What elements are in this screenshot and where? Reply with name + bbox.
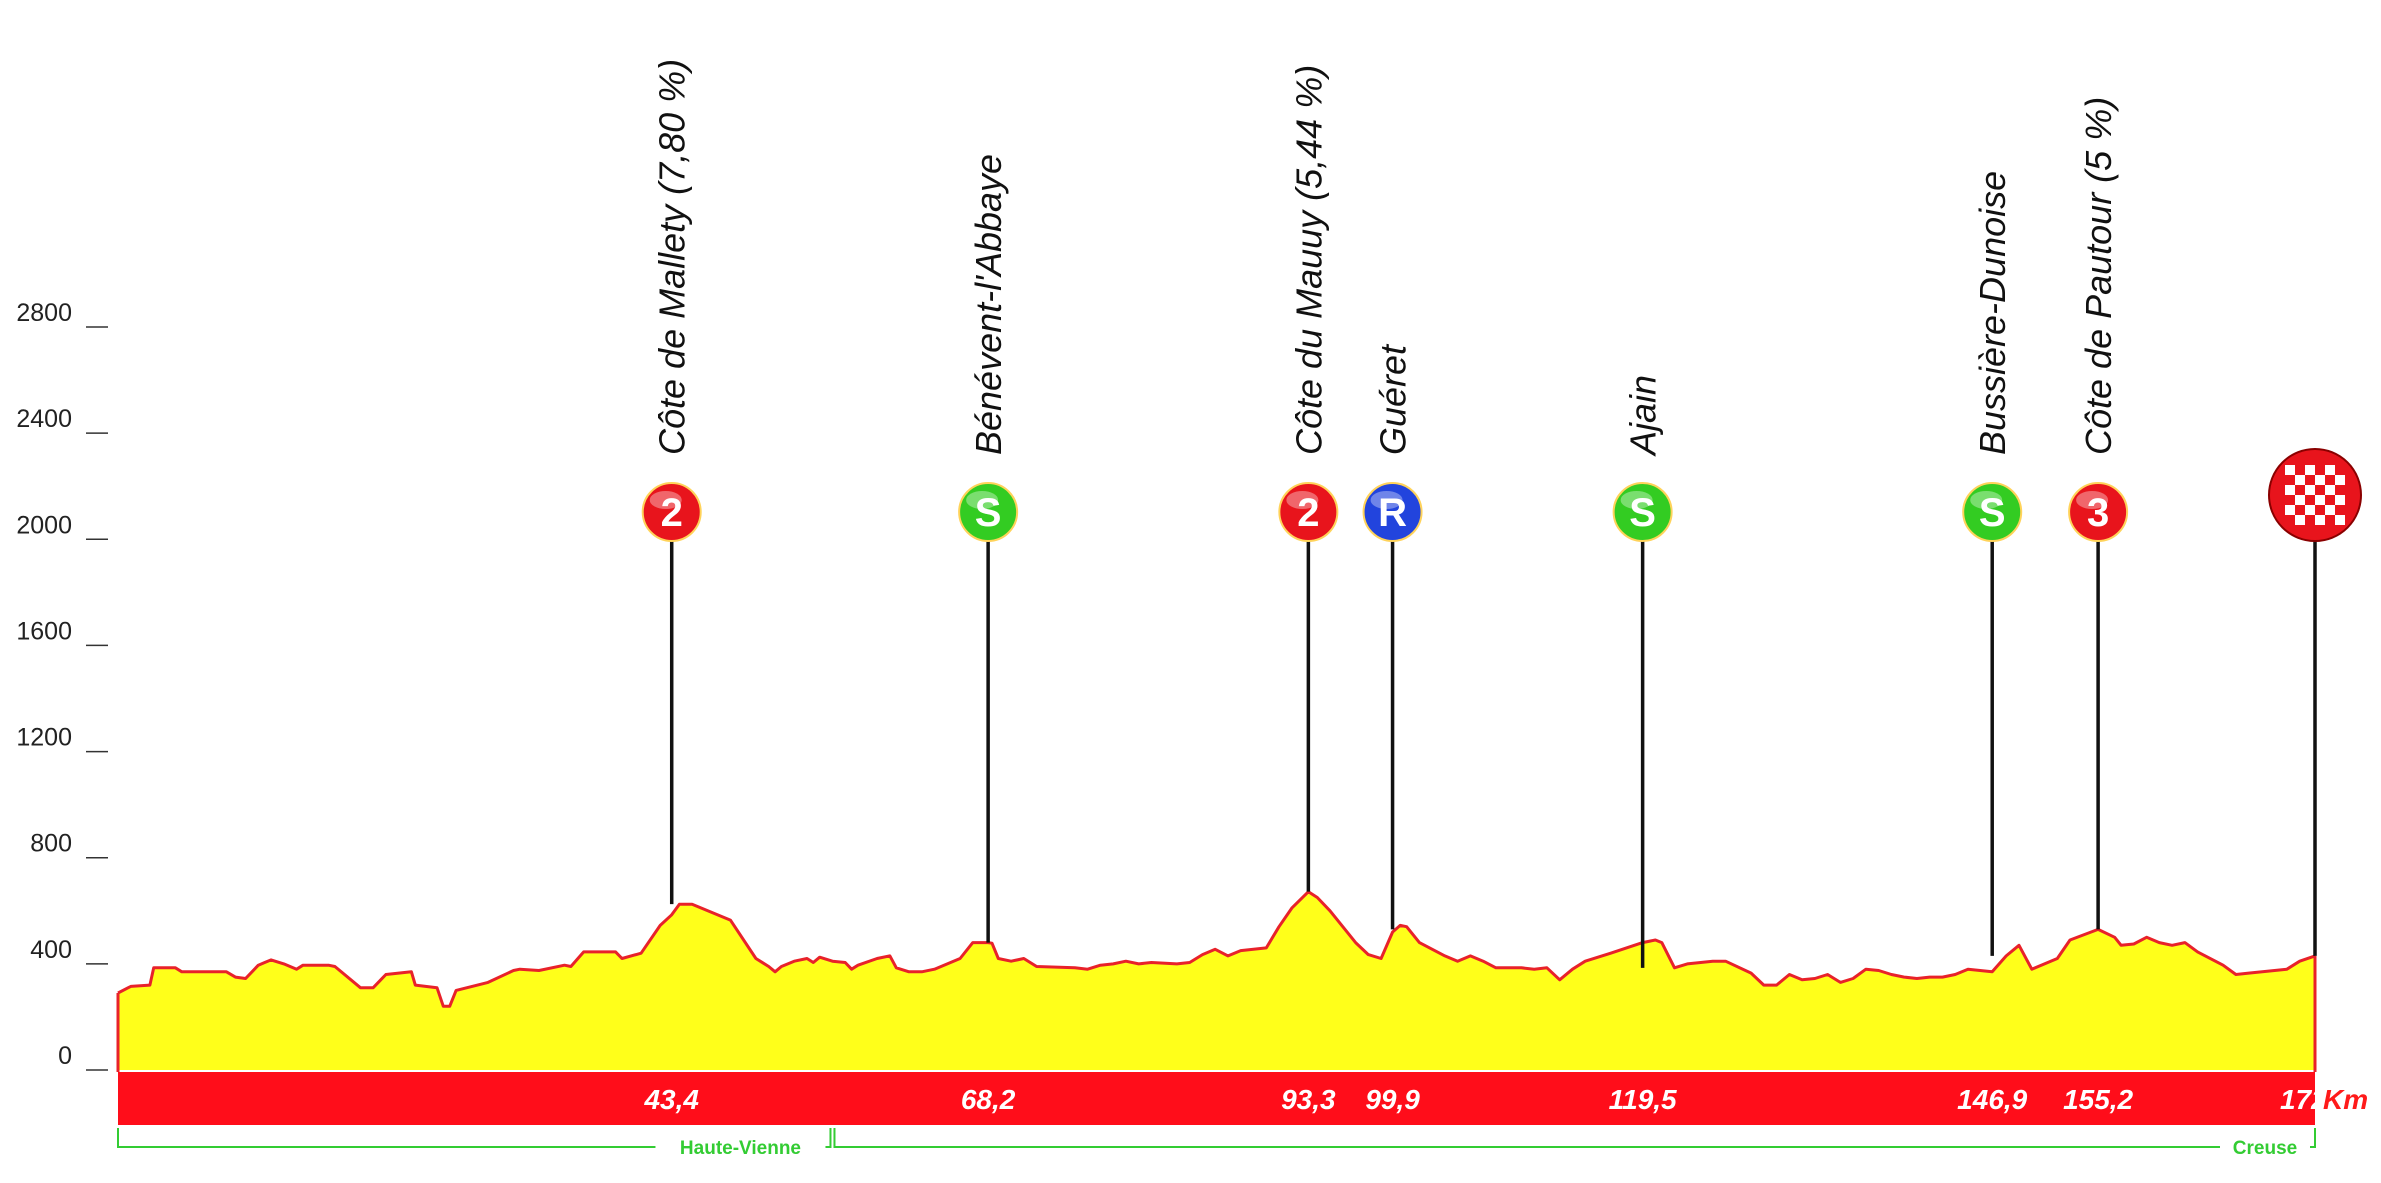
km-label: 68,2 — [961, 1084, 1016, 1115]
y-tick-label: 1600 — [16, 617, 72, 645]
km-label: 99,9 — [1365, 1084, 1420, 1115]
y-tick-label: 2400 — [16, 405, 72, 433]
badge-label: 2 — [661, 491, 683, 535]
y-axis: 0 400 800 1200 1600 2000 2400 2800 — [16, 299, 108, 1071]
km-label: 43,4 — [643, 1084, 699, 1115]
waypoint-name: Ajain — [1623, 375, 1664, 457]
elevation-area — [118, 891, 2315, 1070]
y-tick-label: 0 — [58, 1042, 72, 1070]
waypoint-name: Côte de Mallety (7,80 %) — [652, 59, 693, 455]
waypoint-marker: 2 Côte du Mauuy (5,44 %) — [1278, 65, 1339, 892]
y-tick-label: 2000 — [16, 511, 72, 539]
badge-label: S — [1629, 491, 1656, 535]
waypoint-marker: R Guéret — [1362, 343, 1423, 930]
category-badge: 3 — [2068, 482, 2129, 542]
y-tick-label: 400 — [30, 936, 72, 964]
waypoint-marker: 3 Côte de Pautour (5 %) — [2068, 97, 2129, 930]
km-unit-label: Km — [2323, 1084, 2368, 1115]
km-label: 155,2 — [2063, 1084, 2133, 1115]
badge-label: 2 — [1297, 491, 1319, 535]
y-tick-label: 2800 — [16, 299, 72, 327]
waypoint-name: Côte du Mauuy (5,44 %) — [1288, 65, 1329, 455]
distance-band-bar — [118, 1072, 2315, 1125]
waypoint-marker: S Ajain — [1612, 375, 1673, 968]
profile-area — [116, 890, 2317, 1072]
waypoint-name: Bénévent-l'Abbaye — [968, 154, 1009, 455]
badge-label: 3 — [2087, 491, 2109, 535]
waypoint-marker — [2268, 448, 2362, 956]
category-badge: 2 — [1278, 482, 1339, 542]
badge-label: R — [1378, 491, 1407, 535]
waypoint-marker: S Bénévent-l'Abbaye — [958, 154, 1019, 943]
waypoint-name: Guéret — [1373, 343, 1414, 455]
category-badge: S — [1612, 482, 1673, 542]
elevation-line — [117, 890, 2316, 1008]
km-label: 119,5 — [1609, 1084, 1677, 1115]
waypoint-name: Bussière-Dunoise — [1972, 171, 2013, 455]
distance-band: 43,4 68,2 93,3 99,9 119,5 146,9 155,2 172,2Km — [118, 1072, 2368, 1125]
badge-label: S — [975, 491, 1002, 535]
finish-flag-icon — [2268, 448, 2362, 542]
category-badge: S — [1962, 482, 2023, 542]
waypoint-marker: 2 Côte de Mallety (7,80 %) — [641, 59, 702, 905]
badge-label: S — [1979, 491, 2006, 535]
y-tick-label: 1200 — [16, 724, 72, 752]
km-label: 93,3 — [1281, 1084, 1336, 1115]
region-bar: Haute-Vienne Creuse — [117, 1128, 2316, 1159]
y-tick-label: 800 — [30, 830, 72, 858]
waypoint-markers: 2 Côte de Mallety (7,80 %) S Bénévent-l'Abb… — [641, 59, 2362, 968]
waypoint-name: Côte de Pautour (5 %) — [2078, 97, 2119, 455]
category-badge: 2 — [641, 482, 702, 542]
region-segment: Haute-Vienne — [117, 1128, 832, 1159]
region-bracket — [117, 1128, 832, 1148]
km-label: 146,9 — [1957, 1084, 2027, 1115]
waypoint-marker: S Bussière-Dunoise — [1962, 171, 2023, 956]
region-label: Haute-Vienne — [680, 1138, 801, 1159]
category-badge: S — [958, 482, 1019, 542]
region-label: Creuse — [2233, 1138, 2297, 1159]
category-badge: R — [1362, 482, 1423, 542]
km-label: 172,2 — [2280, 1084, 2350, 1115]
region-bracket — [833, 1128, 2316, 1148]
region-segment: Creuse — [833, 1128, 2316, 1159]
